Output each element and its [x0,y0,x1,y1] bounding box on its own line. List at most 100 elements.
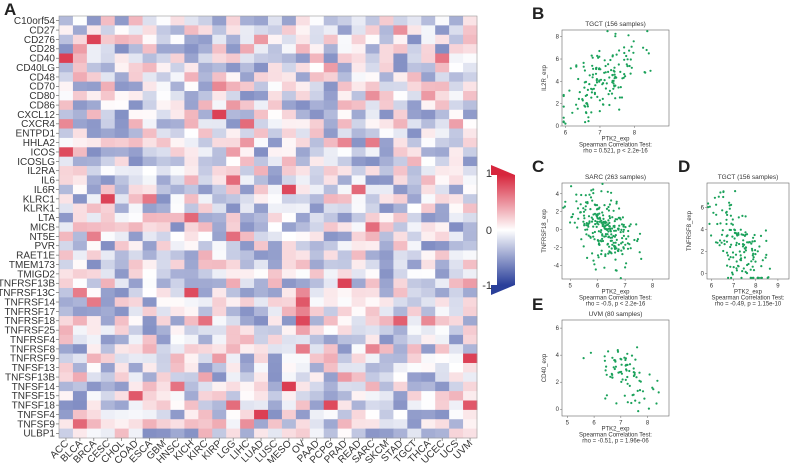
heatmap-row-label: TNFRSF14 [4,297,55,308]
heatmap-cell [407,53,422,64]
heatmap-cell [379,156,394,167]
heatmap-cell [407,81,422,92]
scatter-point [586,88,590,91]
heatmap-cell [156,287,171,298]
x-tick-label: 8 [646,421,650,427]
heatmap-row-label: TNFRSF13C [0,288,55,299]
scatter-point [582,245,585,248]
x-tick-label: 8 [651,284,655,290]
heatmap-cell [309,278,325,289]
scatter-point [562,116,565,119]
scatter-point [744,246,747,249]
scatter-point [629,72,632,75]
heatmap-cell [281,297,297,308]
heatmap-cell [226,81,241,92]
heatmap-cell [59,325,74,336]
scatter-point [621,216,625,219]
heatmap-cell [449,25,464,36]
heatmap-cell [365,400,380,411]
scatter-point [768,267,772,270]
scatter-point [633,373,636,376]
x-tick-label: 8 [754,284,758,290]
heatmap-cell [114,44,130,54]
heatmap-cell [295,231,311,242]
heatmap-cell [226,334,241,345]
y-axis-label: TNFRSF18_exp [542,209,548,253]
scatter-point [734,190,737,193]
heatmap-cell [254,353,269,364]
heatmap-cell [393,259,408,270]
heatmap-cell [254,184,269,195]
heatmap-cell [393,62,408,73]
scatter-point [587,234,590,237]
heatmap-cell [323,91,339,101]
scatter-point [610,199,613,202]
heatmap-cell [254,241,269,251]
scatter-point [622,228,626,231]
scatter-point [624,226,627,229]
heatmap-cell [351,353,366,364]
panel-label-d: D [678,157,691,176]
heatmap-cell [59,269,74,279]
heatmap-cell [407,344,422,354]
heatmap-cell [254,72,269,83]
heatmap-cell [421,109,436,120]
scatter-point [764,256,767,259]
heatmap-cell [198,391,213,401]
heatmap-cell [379,72,394,83]
heatmap-cell [268,212,283,223]
heatmap-cell [114,194,130,204]
heatmap-cell [198,287,213,298]
heatmap-cell [184,334,199,345]
scatter-point [757,276,761,279]
heatmap-cell [435,25,450,36]
heatmap-cell [407,381,422,392]
scatter-point [737,216,740,219]
heatmap-cell [254,391,269,401]
heatmap-cell [309,344,325,354]
heatmap-cell [295,109,311,120]
heatmap-cell [142,194,157,204]
heatmap-cell [351,297,366,308]
heatmap-cell [59,109,74,120]
heatmap-cell [142,325,157,336]
scatter-point [600,249,603,252]
heatmap-cell [128,287,143,298]
heatmap-cell [254,44,269,54]
scatter-point [602,220,605,223]
color-legend-bar [497,175,515,285]
scatter-point [643,397,646,400]
heatmap-cell [281,306,297,317]
heatmap-cell [254,25,269,36]
x-axis-label: PTK2_exp [601,290,630,296]
heatmap-cell [254,156,269,167]
heatmap-cell [128,203,143,214]
scatter-point [624,378,627,381]
heatmap-cell [170,381,185,392]
scatter-point [739,254,742,257]
scatter-point [576,207,580,210]
heatmap-cell [449,409,464,420]
scatter-point [590,87,593,90]
scatter-point [732,266,735,269]
scatter-point [592,67,595,70]
scatter-point [564,200,567,203]
heatmap-cell [212,222,227,233]
heatmap-cell [184,362,199,373]
heatmap-cell [86,316,102,326]
heatmap-cell [351,409,366,420]
heatmap-cell [212,16,227,26]
heatmap-cell [337,62,352,73]
heatmap-cell [240,119,255,129]
heatmap-cell [100,287,116,298]
scatter-point [714,241,718,244]
heatmap-cell [407,147,422,158]
scatter-point [604,369,607,372]
scatter-title: TGCT (156 samples) [585,21,646,28]
heatmap-cell [114,62,130,73]
heatmap-cell [198,428,213,439]
heatmap-cell [268,344,283,354]
heatmap-cell [59,25,74,36]
heatmap-cell [295,325,311,336]
